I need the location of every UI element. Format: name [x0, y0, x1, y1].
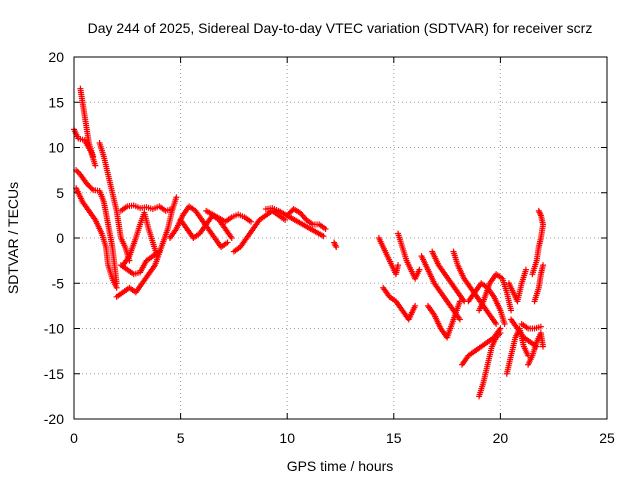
data-point: [456, 316, 463, 323]
x-tick-label: 5: [177, 430, 185, 446]
data-point: [522, 266, 529, 273]
y-tick-label: -5: [52, 275, 65, 291]
data-point: [88, 185, 95, 192]
x-tick-label: 25: [599, 430, 615, 446]
data-point: [224, 239, 231, 246]
x-tick-label: 10: [279, 430, 295, 446]
data-point: [412, 302, 419, 309]
data-point: [395, 262, 402, 269]
data-point: [247, 218, 254, 225]
data-point: [333, 244, 340, 251]
data-point: [416, 266, 423, 273]
data-point: [535, 207, 542, 214]
y-tick-label: -20: [44, 411, 64, 427]
data-point: [92, 162, 99, 169]
data-points: [71, 85, 547, 400]
y-tick-label: 5: [56, 185, 64, 201]
y-tick-label: 0: [56, 230, 64, 246]
data-point: [282, 216, 289, 223]
y-tick-label: -10: [44, 321, 64, 337]
y-tick-label: 20: [48, 49, 64, 65]
data-point: [173, 194, 180, 201]
data-point: [540, 343, 547, 350]
chart-title: Day 244 of 2025, Sidereal Day-to-day VTE…: [88, 20, 593, 36]
data-point: [113, 284, 120, 291]
data-point: [537, 323, 544, 330]
y-tick-label: 15: [48, 94, 64, 110]
y-tick-label: 10: [48, 140, 64, 156]
data-point: [501, 320, 508, 327]
x-tick-label: 0: [70, 430, 78, 446]
x-tick-label: 15: [386, 430, 402, 446]
plot-frame: [73, 56, 608, 420]
data-point: [456, 298, 463, 305]
data-point: [154, 253, 161, 260]
y-tick-label: -15: [44, 366, 64, 382]
y-axis-label: SDTVAR / TECUs: [5, 182, 21, 294]
data-point: [322, 225, 329, 232]
x-tick-label: 20: [493, 430, 509, 446]
data-point: [320, 233, 327, 240]
grid-lines: [74, 57, 607, 419]
data-point: [540, 262, 547, 269]
data-point: [493, 320, 500, 327]
data-point: [497, 330, 504, 337]
data-point: [228, 235, 235, 241]
data-point: [169, 206, 176, 213]
x-axis-label: GPS time / hours: [287, 458, 394, 474]
data-point: [508, 307, 515, 314]
axis-ticks: 0 5 10 15 20 25 -20 -15 -10 -5 0 5 10 15 20: [44, 49, 615, 446]
